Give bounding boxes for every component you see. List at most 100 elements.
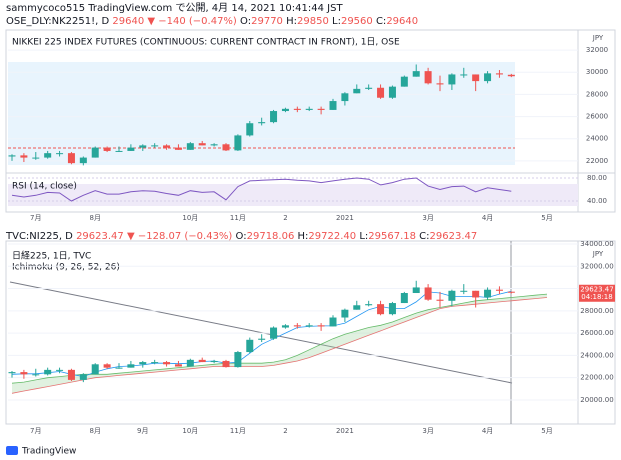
candle-body xyxy=(424,287,432,300)
candle-body xyxy=(174,364,182,367)
candle-body xyxy=(79,157,87,164)
ohlc-value: 29850 xyxy=(297,16,329,27)
logo-icon xyxy=(6,446,18,455)
pane-frame xyxy=(5,240,616,425)
x-tick-label: 2 xyxy=(283,214,287,222)
candle-body xyxy=(317,108,325,110)
candle-body xyxy=(8,155,16,157)
x-tick-label: 11月 xyxy=(230,427,246,435)
indicator-title: Ichimoku (9, 26, 52, 26) xyxy=(12,263,120,273)
price-tag xyxy=(579,284,615,302)
candle-body xyxy=(56,369,64,371)
candle-body xyxy=(353,305,361,310)
ohlc-value: 29640 xyxy=(386,16,418,27)
candle-body xyxy=(388,86,396,98)
x-tick-label: 2021 xyxy=(336,214,354,222)
candle-body xyxy=(44,153,52,158)
candle-body xyxy=(293,108,301,110)
candle-body xyxy=(139,362,147,365)
candle-body xyxy=(436,83,444,85)
y-tick-label: 26000.00 xyxy=(580,329,613,337)
x-tick-label: 10月 xyxy=(182,427,198,435)
y-tick-label: 24000 xyxy=(586,135,608,143)
candle-body xyxy=(329,101,337,110)
candle-body xyxy=(472,290,480,298)
x-tick-label: 11月 xyxy=(230,214,246,222)
ichimoku-line xyxy=(11,293,548,384)
y-tick-label: 22000.00 xyxy=(580,374,613,382)
candle-body xyxy=(412,287,420,294)
x-tick-label: 4月 xyxy=(482,427,493,435)
candle-body xyxy=(103,364,111,368)
y-tick-label: 22000 xyxy=(586,157,608,165)
candle-body xyxy=(115,367,123,369)
candle-body xyxy=(246,339,254,353)
candle-body xyxy=(377,87,385,98)
y-tick-label: 24000.00 xyxy=(580,351,613,359)
symbol: TVC:NI225, D xyxy=(5,231,73,242)
candle-body xyxy=(186,143,194,150)
candle-body xyxy=(20,372,28,375)
candle-body xyxy=(174,147,182,150)
candle-body xyxy=(163,362,171,365)
candle-body xyxy=(317,325,325,327)
candle-body xyxy=(281,325,289,328)
ohlc-value: 29722.40 xyxy=(308,231,356,242)
range-highlight xyxy=(8,62,515,165)
ohlc-key: C: xyxy=(376,16,386,27)
candle-body xyxy=(222,144,230,151)
candle-body xyxy=(91,147,99,158)
y-tick-label: 40.00 xyxy=(587,197,607,205)
candle-body xyxy=(341,93,349,102)
candle-body xyxy=(507,74,515,77)
candle-body xyxy=(151,145,159,147)
x-tick-label: 9月 xyxy=(137,427,148,435)
candle-body xyxy=(472,74,480,82)
candle-body xyxy=(495,289,503,291)
candle-body xyxy=(115,150,123,152)
candle-body xyxy=(103,147,111,151)
rsi-band xyxy=(8,184,578,206)
candle-body xyxy=(436,299,444,301)
candle-body xyxy=(305,108,313,110)
candle-body xyxy=(424,71,432,84)
y-tick-label: 30000 xyxy=(586,68,608,76)
candle-body xyxy=(400,293,408,304)
change: ▼ −128.07 (−0.43%) xyxy=(127,231,232,242)
ohlc-value: 29770 xyxy=(251,16,283,27)
ohlc-value: 29560 xyxy=(341,16,373,27)
header-0: OSE_DLY:NK2251!, D 29640 ▼ −140 (−0.47%)… xyxy=(6,16,418,27)
x-tick-label: 7月 xyxy=(30,427,41,435)
candle-body xyxy=(270,111,278,123)
candle-body xyxy=(365,87,373,89)
candle-body xyxy=(32,374,40,376)
candle-body xyxy=(234,135,242,151)
candle-body xyxy=(163,145,171,148)
candle-body xyxy=(139,145,147,148)
candle-body xyxy=(44,369,52,375)
ohlc-key: C: xyxy=(419,231,429,242)
candle-body xyxy=(365,304,373,306)
candle-body xyxy=(460,74,468,76)
candle-body xyxy=(246,123,254,136)
ohlc-key: O: xyxy=(240,16,251,27)
x-tick-label: 5月 xyxy=(541,214,552,222)
candle-body xyxy=(270,327,278,339)
candle-body xyxy=(67,369,75,380)
x-tick-label: 2 xyxy=(283,427,287,435)
x-tick-label: 10月 xyxy=(182,214,198,222)
change: ▼ −140 (−0.47%) xyxy=(147,16,237,27)
currency: JPY xyxy=(592,250,604,258)
y-tick-label: 28000.00 xyxy=(580,307,613,315)
y-tick-label: 32000 xyxy=(586,46,608,54)
candle-body xyxy=(210,360,218,363)
candle-body xyxy=(79,374,87,380)
y-tick-label: 28000 xyxy=(586,90,608,98)
candle-body xyxy=(281,108,289,112)
trend-line xyxy=(9,281,513,384)
rsi-title: RSI (14, close) xyxy=(12,182,77,192)
candle-body xyxy=(495,73,503,75)
candle-body xyxy=(460,290,468,292)
header-1: TVC:NI225, D 29623.47 ▼ −128.07 (−0.43%)… xyxy=(5,231,477,242)
